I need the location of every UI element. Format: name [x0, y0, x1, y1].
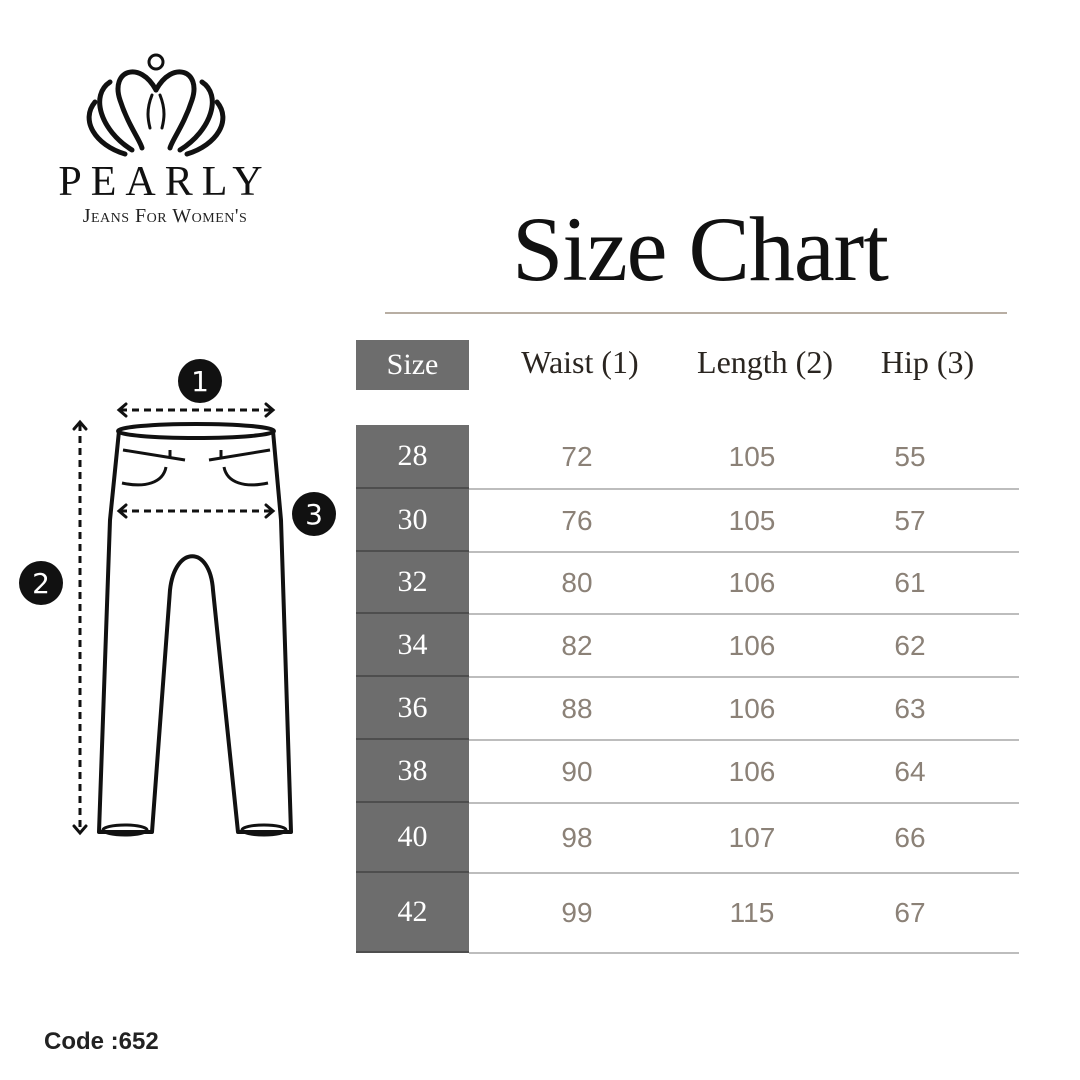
svg-text:1: 1 [191, 365, 209, 398]
header-length: Length (2) [697, 344, 833, 380]
marker-3: 3 [292, 492, 336, 536]
size-cell: 34 [356, 614, 469, 677]
row-divider [469, 739, 1019, 741]
waist-cell: 99 [561, 897, 593, 928]
row-divider [469, 802, 1019, 804]
length-cell: 105 [728, 504, 776, 536]
hip-cell: 63 [894, 692, 926, 724]
waist-cell: 82 [561, 629, 593, 661]
row-divider [469, 488, 1019, 490]
svg-text:3: 3 [305, 498, 323, 531]
length-cell: 106 [728, 567, 776, 598]
hip-cell: 57 [894, 504, 926, 536]
brand-tagline: Jeans For Women's [82, 205, 248, 227]
product-code: Code :652 [44, 1028, 159, 1055]
brand-name: PEARLY [58, 159, 272, 205]
waist-cell: 90 [561, 755, 593, 787]
header-size: Size [356, 340, 469, 390]
row-divider [469, 613, 1019, 615]
row-divider [469, 952, 1019, 954]
header-waist: Waist (1) [521, 344, 639, 380]
length-cell: 115 [729, 897, 775, 928]
length-cell: 106 [728, 629, 776, 661]
waist-cell: 98 [561, 822, 593, 853]
waist-cell: 80 [561, 567, 593, 598]
row-divider [469, 551, 1019, 553]
header-hip: Hip (3) [880, 344, 975, 380]
length-cell: 105 [728, 441, 776, 472]
size-cell: 42 [356, 873, 469, 953]
size-cell: 38 [356, 740, 469, 803]
size-cell: 36 [356, 677, 469, 740]
row-divider [469, 676, 1019, 678]
length-cell: 106 [728, 755, 776, 787]
hip-cell: 62 [894, 629, 926, 661]
size-cell: 32 [356, 552, 469, 614]
page-title: Size Chart [512, 198, 889, 300]
row-divider [469, 872, 1019, 874]
size-cell: 40 [356, 803, 469, 873]
title-divider [385, 312, 1007, 314]
hip-cell: 67 [894, 897, 926, 928]
hip-cell: 61 [894, 567, 926, 598]
hip-cell: 64 [894, 755, 926, 787]
size-cell: 30 [356, 489, 469, 552]
svg-text:2: 2 [32, 567, 50, 600]
hip-cell: 66 [894, 822, 926, 853]
waist-cell: 88 [561, 692, 593, 724]
length-cell: 106 [728, 692, 776, 724]
waist-cell: 76 [561, 504, 593, 536]
hip-cell: 55 [894, 441, 926, 472]
size-cell: 28 [356, 425, 469, 489]
marker-1: 1 [178, 359, 222, 403]
crown-logo-icon [86, 53, 226, 157]
waist-cell: 72 [561, 441, 593, 472]
marker-2: 2 [19, 561, 63, 605]
pants-diagram-icon: 1 3 2 [19, 359, 336, 837]
length-cell: 107 [728, 822, 776, 853]
